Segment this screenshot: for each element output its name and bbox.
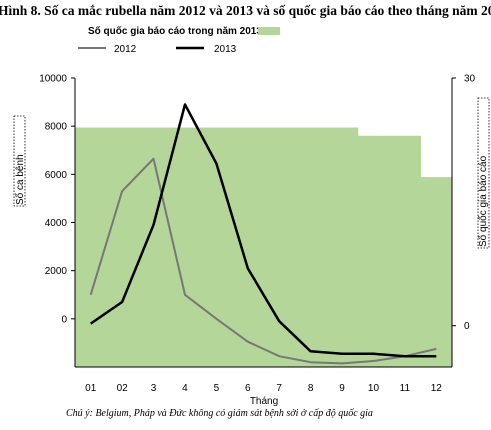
legend-item-area: Số quốc gia báo cáo trong năm 2013 (88, 25, 280, 37)
y-left-tick-label: 10000 (39, 74, 67, 85)
area-bar-02 (106, 127, 139, 368)
legend-label-2013: 2013 (214, 44, 237, 55)
area-bar-12 (420, 177, 453, 367)
y-left-tick-label: 8000 (45, 122, 68, 133)
y-axis-left-title: Số ca bệnh (13, 115, 26, 207)
legend: Số quốc gia báo cáo trong năm 2013 2012 … (78, 25, 280, 55)
area-bar-8 (294, 127, 327, 368)
x-tick-label-4: 4 (182, 383, 188, 394)
x-tick-label-3: 3 (151, 383, 157, 394)
x-tick-label-01: 01 (85, 383, 97, 394)
x-tick-label-02: 02 (117, 383, 129, 394)
y-left-tick-label: 2000 (45, 266, 68, 277)
chart-title: Hình 8. Số ca mắc rubella năm 2012 và 20… (0, 3, 491, 18)
y-left-tick-label: 6000 (45, 170, 68, 181)
series-line-2012 (89, 157, 437, 365)
x-tick-label-6: 6 (245, 383, 251, 394)
y-axis-right-title: Số quốc gia báo cáo (477, 97, 490, 249)
area-bar-6 (232, 127, 264, 368)
x-tick-label-12: 12 (431, 383, 443, 394)
x-axis-label: Tháng (250, 396, 278, 407)
x-tick-label-11: 11 (400, 383, 411, 394)
x-tick-label-9: 9 (339, 383, 345, 394)
chart-note: Chú ý: Belgium, Pháp và Đức không có giá… (66, 408, 373, 419)
plot-area (74, 78, 453, 368)
y-left-tick-label: 0 (61, 314, 67, 325)
area-bar-01 (75, 127, 107, 368)
legend-item-2013: 2013 (176, 44, 237, 55)
area-bar-11 (389, 135, 422, 367)
area-bar-10 (357, 135, 390, 367)
area-bar-9 (326, 127, 359, 368)
y-right-tick-label: 0 (464, 321, 470, 332)
y-axis-left-label: Số ca bệnh (14, 154, 26, 205)
y-axis-right-label: Số quốc gia báo cáo (477, 155, 489, 247)
y-left-tick-label: 4000 (45, 218, 68, 229)
y-axis-left-ticks: 10000 8000 6000 4000 2000 0 (39, 74, 75, 325)
x-tick-label-7: 7 (276, 383, 282, 394)
legend-swatch-area (258, 27, 280, 35)
y-right-tick-label: 30 (464, 74, 476, 85)
area-bar-7 (263, 127, 296, 368)
x-axis-ticks: 01 02 3 4 5 6 7 8 9 10 11 12 (85, 383, 442, 394)
y-axis-right-ticks: 30 0 (452, 74, 476, 332)
legend-item-2012: 2012 (78, 44, 137, 55)
x-tick-label-10: 10 (368, 383, 380, 394)
legend-label-2012: 2012 (114, 44, 137, 55)
series-line-2013 (89, 103, 437, 358)
legend-label-area: Số quốc gia báo cáo trong năm 2013 (88, 25, 262, 37)
x-tick-label-5: 5 (214, 383, 220, 394)
x-tick-label-8: 8 (308, 383, 314, 394)
